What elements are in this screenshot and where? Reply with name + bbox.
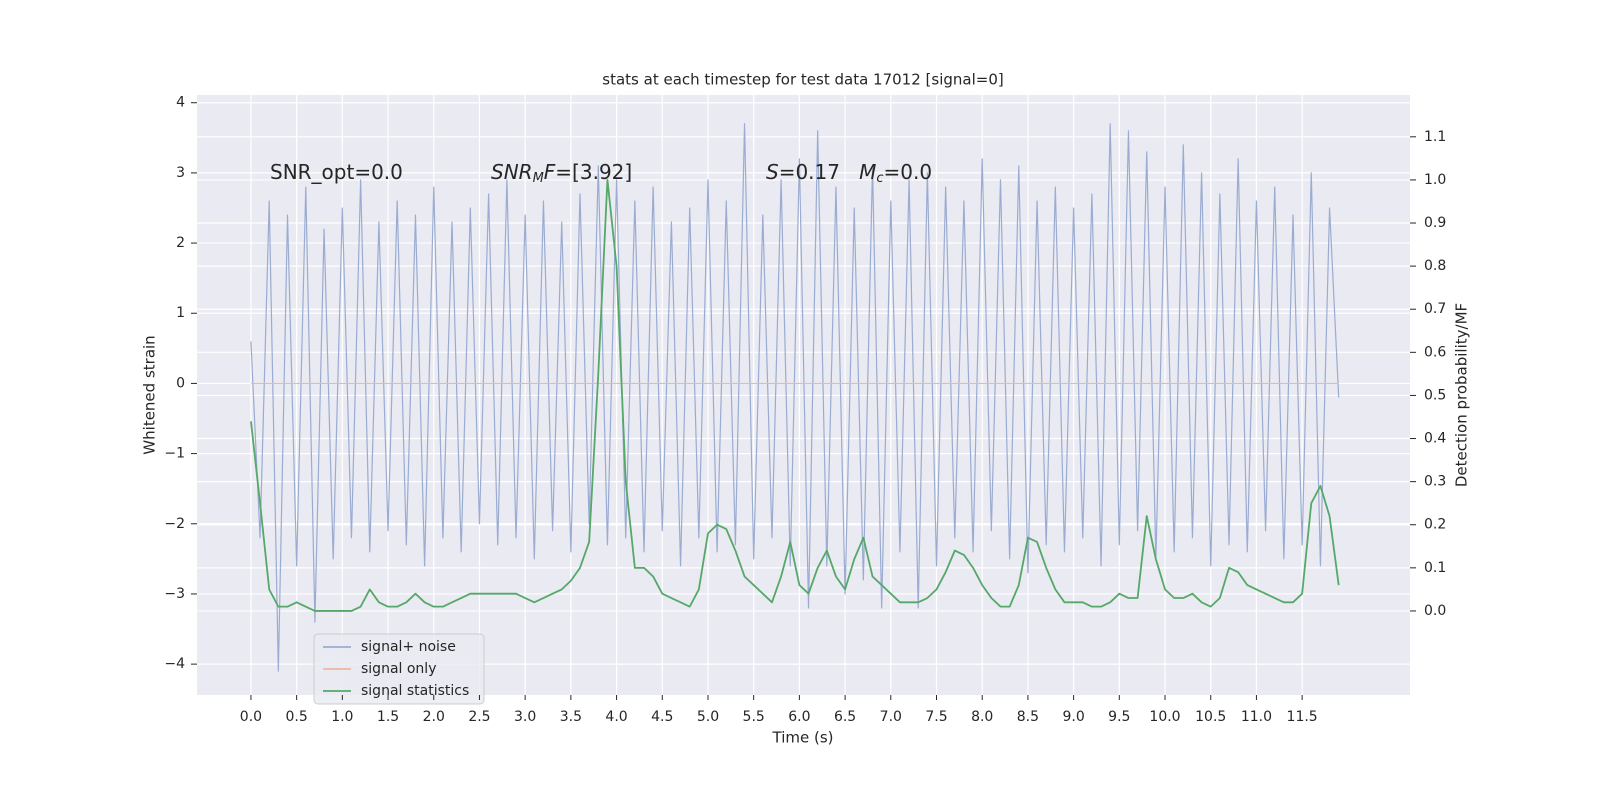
- lines: [250, 123, 1340, 672]
- y2-tick-label: 0.1: [1424, 560, 1446, 576]
- annotation-part: =[3.92]: [555, 160, 632, 184]
- x-tick-label: 3.0: [514, 709, 536, 725]
- x-tick-label: 2.0: [423, 709, 445, 725]
- x-tick-label: 8.5: [1017, 709, 1039, 725]
- annotation-part: SNR: [491, 160, 533, 184]
- x-tick-label: 8.0: [971, 709, 993, 725]
- y-tick-label: 4: [176, 95, 185, 111]
- x-tick-label: 5.0: [697, 709, 719, 725]
- y-tick-label: −1: [164, 446, 185, 462]
- x-tick-label: 1.5: [377, 709, 399, 725]
- x-tick-label: 0.5: [286, 709, 308, 725]
- y2-tick-label: 1.0: [1424, 172, 1446, 188]
- x-axis-label: Time (s): [772, 729, 834, 747]
- x-tick-label: 4.5: [651, 709, 673, 725]
- y2-tick-label: 0.7: [1424, 301, 1446, 317]
- annotation-part: =0.0: [884, 160, 933, 184]
- x-tick-label: 0.0: [240, 709, 262, 725]
- y2-axis-label: Detection probability/MF: [1453, 303, 1471, 487]
- legend-label: signal+ noise: [361, 639, 456, 655]
- y-tick-label: 3: [176, 165, 185, 181]
- x-tick-label: 3.5: [560, 709, 582, 725]
- annotation-part: M: [859, 160, 876, 184]
- annotation: SNRMF=[3.92]: [491, 160, 632, 186]
- x-tick-label: 7.5: [925, 709, 947, 725]
- series-line: [250, 123, 1340, 672]
- annotation: S=0.17 Mc=0.0: [766, 160, 932, 186]
- x-tick-label: 1.0: [331, 709, 353, 725]
- x-tick-label: 11.0: [1241, 709, 1272, 725]
- annotation-part: F: [544, 160, 556, 184]
- y-axis-label: Whitened strain: [141, 335, 159, 454]
- annotation-part: SNR_opt=0.0: [270, 160, 403, 184]
- y-tick-label: 1: [176, 305, 185, 321]
- x-tick-label: 11.5: [1287, 709, 1318, 725]
- y-tick-label: 0: [176, 375, 185, 391]
- x-tick-label: 2.5: [468, 709, 490, 725]
- legend-box: [313, 633, 485, 705]
- x-tick-label: 10.0: [1149, 709, 1180, 725]
- x-tick-label: 5.5: [743, 709, 765, 725]
- x-tick-label: 9.0: [1062, 709, 1084, 725]
- y2-tick-label: 1.1: [1424, 129, 1446, 145]
- y-tick-label: −4: [164, 656, 185, 672]
- legend: signal+ noise signal only signal statistic…: [313, 633, 485, 705]
- chart-title: stats at each timestep for test data 170…: [602, 71, 1003, 89]
- legend-label: signal only: [361, 661, 436, 677]
- y2-tick-label: 0.9: [1424, 215, 1446, 231]
- annotation-part: S: [766, 160, 779, 184]
- x-tick-label: 10.5: [1195, 709, 1226, 725]
- x-tick-label: 7.0: [880, 709, 902, 725]
- y-tick-label: −2: [164, 516, 185, 532]
- x-tick-label: 6.0: [788, 709, 810, 725]
- y2-tick-label: 0.6: [1424, 344, 1446, 360]
- y2-tick-label: 0.3: [1424, 474, 1446, 490]
- annotation-part: =0.17: [779, 160, 859, 184]
- x-tick-label: 9.5: [1108, 709, 1130, 725]
- y2-tick-label: 0.2: [1424, 517, 1446, 533]
- annotation: SNR_opt=0.0: [270, 160, 403, 184]
- y2-tick-label: 0.8: [1424, 258, 1446, 274]
- y2-tick-label: 0.0: [1424, 603, 1446, 619]
- x-tick-label: 4.0: [605, 709, 627, 725]
- annotations: SNR_opt=0.0 SNRMF=[3.92] S=0.17 Mc=0.0: [270, 160, 932, 186]
- y2-tick-label: 0.4: [1424, 431, 1446, 447]
- y-tick-label: −3: [164, 586, 185, 602]
- annotation-part: M: [533, 171, 544, 186]
- y-tick-label: 2: [176, 235, 185, 251]
- y2-tick-label: 0.5: [1424, 387, 1446, 403]
- series-line: [250, 179, 1340, 612]
- annotation-part: c: [876, 171, 883, 186]
- legend-label: signal statistics: [361, 683, 469, 699]
- x-tick-label: 6.5: [834, 709, 856, 725]
